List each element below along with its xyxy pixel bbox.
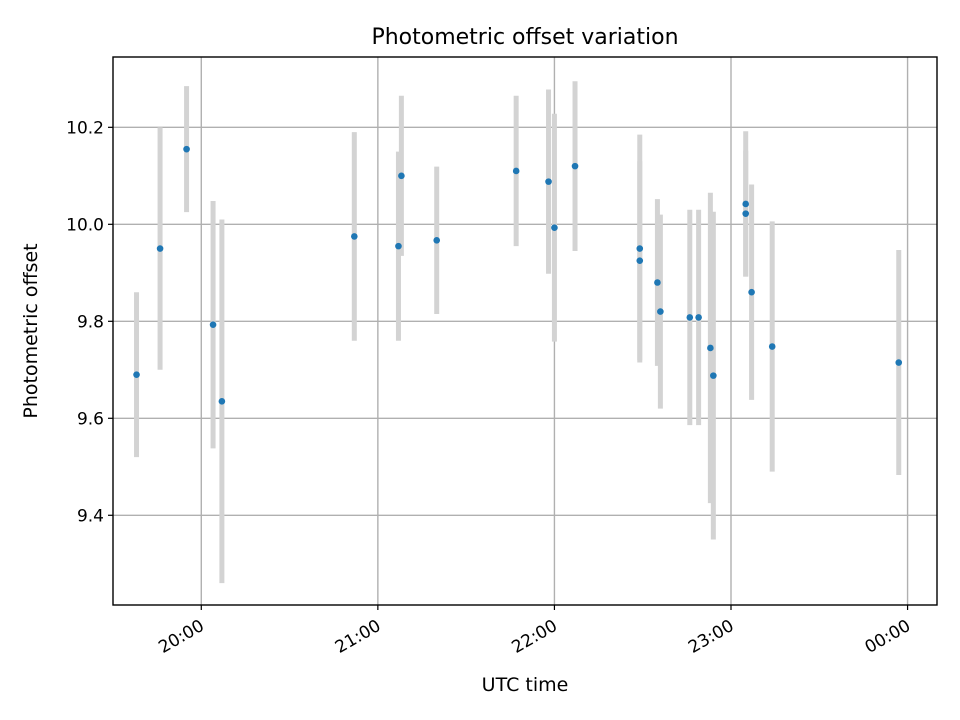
error-bars: [134, 81, 902, 584]
x-axis-label: UTC time: [482, 674, 569, 696]
data-point: [695, 314, 702, 321]
data-point: [433, 237, 441, 244]
data-point: [571, 162, 579, 170]
x-tick-label: 00:00: [862, 616, 914, 658]
x-axis-ticks: 20:00 21:00 22:00 23:00 00:00: [155, 605, 914, 658]
data-point: [768, 343, 776, 350]
data-point: [895, 359, 903, 366]
data-point: [748, 288, 755, 296]
data-point: [156, 245, 164, 252]
data-point: [209, 321, 217, 328]
data-point: [636, 257, 644, 264]
y-tick-label: 9.4: [77, 506, 104, 526]
y-tick-label: 10.2: [66, 118, 104, 138]
data-points: [133, 145, 903, 405]
data-point: [183, 145, 190, 153]
data-point: [545, 178, 552, 185]
data-point: [686, 314, 694, 321]
data-point: [707, 344, 714, 352]
grid: [113, 57, 937, 605]
data-point: [742, 210, 750, 217]
y-tick-label: 9.8: [77, 312, 104, 332]
y-tick-label: 9.6: [77, 409, 104, 429]
data-point: [742, 200, 750, 208]
y-tick-label: 10.0: [66, 215, 104, 235]
x-tick-label: 22:00: [508, 616, 560, 658]
data-point: [133, 371, 140, 378]
data-point: [512, 167, 520, 175]
data-point: [551, 224, 558, 232]
y-axis-label: Photometric offset: [20, 243, 42, 418]
data-point: [398, 172, 405, 180]
x-tick-label: 20:00: [155, 616, 207, 658]
y-axis-ticks: 9.4 9.6 9.8 10.0 10.2: [66, 118, 113, 526]
data-point: [657, 308, 664, 315]
data-point: [654, 279, 661, 286]
data-point: [218, 398, 226, 405]
data-point: [636, 245, 644, 252]
data-point: [395, 242, 402, 250]
chart-title: Photometric offset variation: [371, 25, 678, 50]
plot-frame: [112, 56, 938, 606]
data-point: [710, 372, 717, 379]
x-tick-label: 21:00: [332, 616, 384, 658]
x-tick-label: 23:00: [685, 616, 737, 658]
data-point: [351, 233, 358, 240]
